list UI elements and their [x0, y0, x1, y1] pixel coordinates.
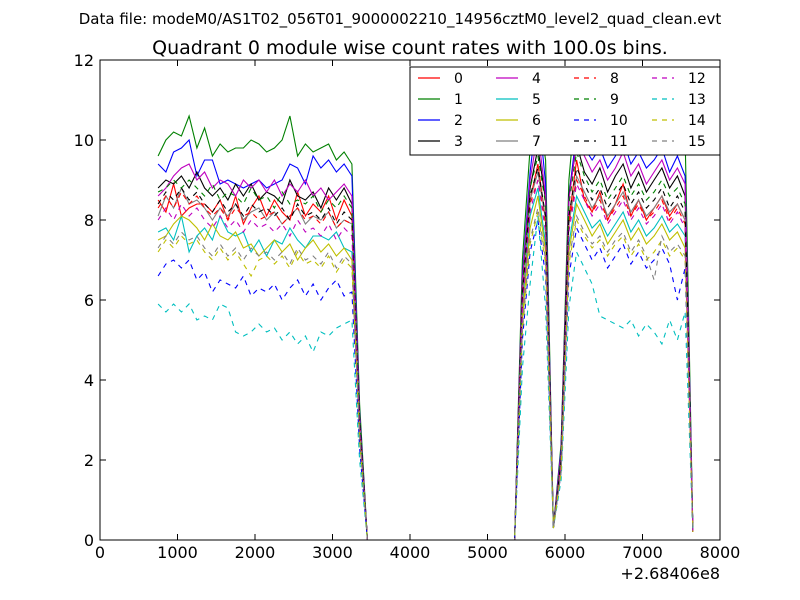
y-tick-label: 8 [84, 211, 94, 230]
x-tick-label: 4000 [390, 543, 431, 562]
x-tick-label: 1000 [157, 543, 198, 562]
legend-label-1: 1 [454, 92, 463, 108]
series-line-3 [157, 143, 694, 540]
series-line-11 [157, 166, 694, 540]
x-tick-label: 2000 [235, 543, 276, 562]
x-tick-label: 8000 [700, 543, 741, 562]
series-line-4 [157, 131, 694, 540]
x-tick-label: 7000 [622, 543, 663, 562]
legend-label-14: 14 [688, 113, 706, 129]
x-tick-label: 5000 [467, 543, 508, 562]
legend-label-6: 6 [532, 113, 541, 129]
axes: 0 1000 2000 3000 4000 5000 6000 7000 80000246810… [74, 51, 741, 562]
legend-label-5: 5 [532, 92, 541, 108]
legend-label-9: 9 [610, 92, 619, 108]
legend-label-2: 2 [454, 113, 463, 129]
legend-label-12: 12 [688, 71, 706, 87]
y-tick-label: 6 [84, 291, 94, 310]
legend-box [409, 66, 721, 156]
legend-label-3: 3 [454, 134, 463, 150]
y-tick-label: 2 [84, 451, 94, 470]
y-tick-label: 4 [84, 371, 94, 390]
legend-label-15: 15 [688, 134, 706, 150]
legend-label-8: 8 [610, 71, 619, 87]
legend-label-13: 13 [688, 92, 706, 108]
figure-suptitle: Data file: modeM0/AS1T02_056T01_90000022… [79, 10, 722, 29]
series-line-10 [157, 219, 694, 540]
series-line-5 [157, 187, 694, 540]
legend-label-4: 4 [532, 71, 541, 87]
plot-area [157, 90, 694, 540]
series-line-14 [157, 211, 694, 540]
series-line-2 [157, 103, 694, 540]
legend-label-0: 0 [454, 71, 463, 87]
series-line-0 [157, 159, 694, 540]
y-tick-label: 12 [74, 51, 94, 70]
y-tick-label: 0 [84, 531, 94, 550]
series-line-6 [157, 195, 694, 540]
series-line-15 [157, 207, 694, 540]
x-tick-label: 0 [95, 543, 105, 562]
legend-label-10: 10 [610, 113, 628, 129]
series-line-13 [157, 215, 694, 540]
x-tick-label: 3000 [312, 543, 353, 562]
x-tick-label: 6000 [545, 543, 586, 562]
series-line-7 [157, 171, 694, 540]
series-line-8 [157, 178, 694, 540]
x-axis-offset-label: +2.68406e8 [620, 564, 720, 583]
legend-label-11: 11 [610, 134, 628, 150]
y-tick-label: 10 [74, 131, 94, 150]
legend-label-7: 7 [532, 134, 541, 150]
chart-title: Quadrant 0 module wise count rates with … [152, 37, 668, 59]
